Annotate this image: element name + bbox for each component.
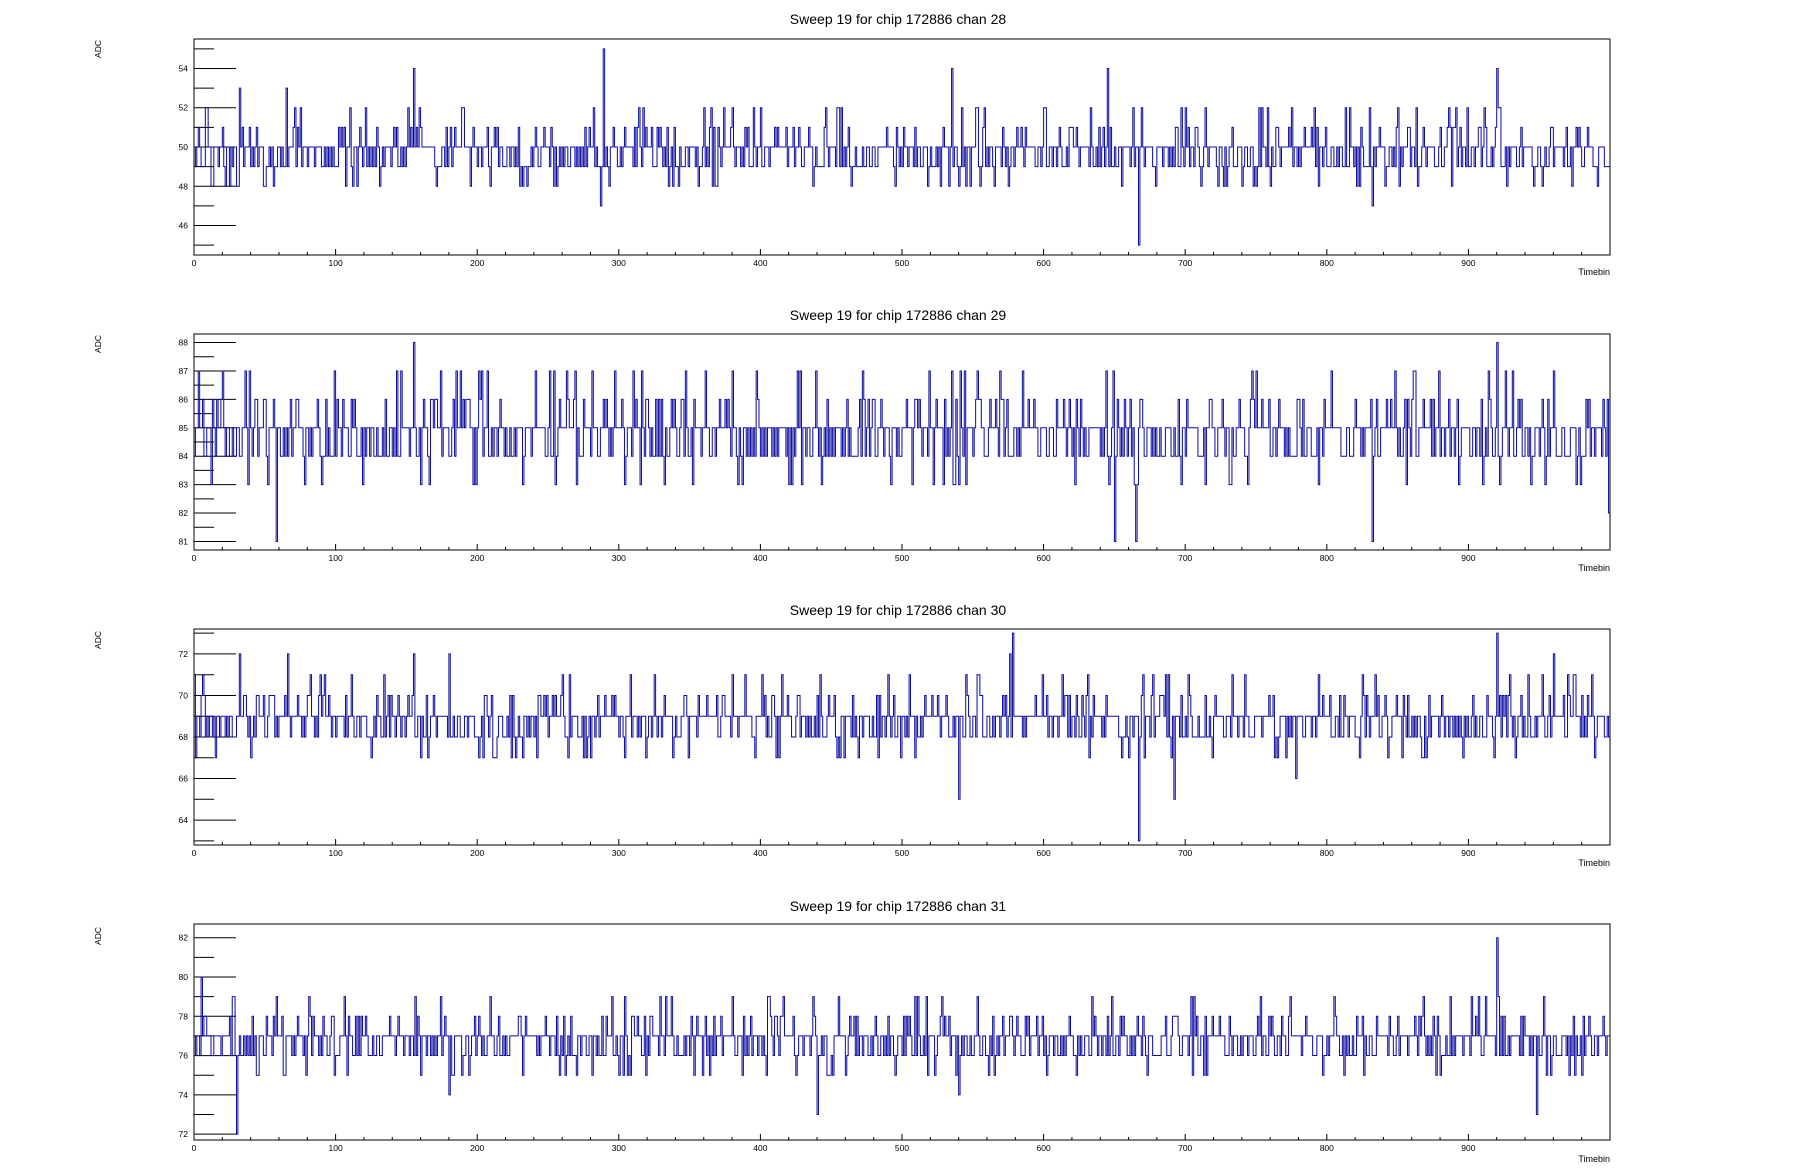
- x-tick-label: 600: [1037, 258, 1051, 268]
- y-tick-label: 54: [179, 63, 189, 73]
- x-tick-label: 0: [192, 258, 197, 268]
- y-tick-label: 64: [179, 815, 189, 825]
- y-axis-label: ADC: [93, 40, 103, 58]
- y-tick-label: 82: [179, 933, 189, 943]
- x-tick-label: 700: [1178, 553, 1192, 563]
- x-tick-label: 900: [1461, 848, 1475, 858]
- x-tick-label: 900: [1461, 1143, 1475, 1153]
- y-tick-label: 48: [179, 181, 189, 191]
- x-tick-label: 500: [895, 258, 909, 268]
- x-tick-label: 100: [329, 258, 343, 268]
- x-tick-label: 100: [329, 848, 343, 858]
- y-tick-label: 84: [179, 451, 189, 461]
- x-tick-label: 400: [753, 1143, 767, 1153]
- y-tick-label: 50: [179, 142, 189, 152]
- y-tick-label: 70: [179, 690, 189, 700]
- x-tick-label: 300: [612, 258, 626, 268]
- y-axis-label: ADC: [93, 631, 103, 649]
- chart-panel-chan-28: Sweep 19 for chip 172886 chan 28 ADC Tim…: [93, 11, 1611, 277]
- x-tick-label: 0: [192, 848, 197, 858]
- x-tick-label: 300: [612, 1143, 626, 1153]
- x-axis-label: Timebin: [1578, 267, 1610, 277]
- series-line: [194, 632, 1610, 842]
- x-tick-label: 700: [1178, 1143, 1192, 1153]
- series-line: [194, 937, 1610, 1135]
- chart-title: Sweep 19 for chip 172886 chan 30: [790, 602, 1007, 618]
- y-tick-label: 46: [179, 221, 189, 231]
- y-tick-label: 74: [179, 1090, 189, 1100]
- chart-title: Sweep 19 for chip 172886 chan 29: [790, 307, 1007, 323]
- x-tick-label: 0: [192, 553, 197, 563]
- y-tick-label: 72: [179, 1129, 189, 1139]
- x-tick-label: 200: [470, 553, 484, 563]
- y-tick-label: 76: [179, 1051, 189, 1061]
- x-tick-label: 300: [612, 553, 626, 563]
- x-tick-label: 400: [753, 258, 767, 268]
- x-tick-label: 900: [1461, 258, 1475, 268]
- y-tick-label: 68: [179, 732, 189, 742]
- x-tick-label: 0: [192, 1143, 197, 1153]
- y-axis-label: ADC: [93, 927, 103, 945]
- y-tick-label: 72: [179, 649, 189, 659]
- y-tick-label: 66: [179, 774, 189, 784]
- x-axis-label: Timebin: [1578, 858, 1610, 868]
- x-tick-label: 300: [612, 848, 626, 858]
- x-tick-label: 500: [895, 1143, 909, 1153]
- x-tick-label: 200: [470, 258, 484, 268]
- y-tick-label: 83: [179, 480, 189, 490]
- x-tick-label: 500: [895, 848, 909, 858]
- chart-title: Sweep 19 for chip 172886 chan 31: [790, 898, 1007, 914]
- x-axis-label: Timebin: [1578, 1154, 1610, 1164]
- chart-title: Sweep 19 for chip 172886 chan 28: [790, 11, 1007, 27]
- x-tick-label: 600: [1037, 1143, 1051, 1153]
- chart-panel-chan-30: Sweep 19 for chip 172886 chan 30 ADC Tim…: [93, 602, 1611, 868]
- x-tick-label: 400: [753, 553, 767, 563]
- x-tick-label: 700: [1178, 258, 1192, 268]
- chart-panel-chan-31: Sweep 19 for chip 172886 chan 31 ADC Tim…: [93, 898, 1611, 1164]
- chart-panel-chan-29: Sweep 19 for chip 172886 chan 29 ADC Tim…: [93, 307, 1611, 573]
- x-tick-label: 900: [1461, 553, 1475, 563]
- x-tick-label: 100: [329, 1143, 343, 1153]
- y-tick-label: 85: [179, 423, 189, 433]
- x-tick-label: 800: [1320, 848, 1334, 858]
- y-tick-label: 81: [179, 536, 189, 546]
- y-tick-label: 88: [179, 338, 189, 348]
- x-tick-label: 200: [470, 848, 484, 858]
- y-tick-label: 52: [179, 103, 189, 113]
- x-tick-label: 700: [1178, 848, 1192, 858]
- x-tick-label: 800: [1320, 258, 1334, 268]
- x-tick-label: 100: [329, 553, 343, 563]
- series-line: [194, 342, 1610, 542]
- y-tick-label: 82: [179, 508, 189, 518]
- y-tick-label: 86: [179, 394, 189, 404]
- x-tick-label: 600: [1037, 848, 1051, 858]
- x-tick-label: 400: [753, 848, 767, 858]
- series-line: [194, 48, 1610, 246]
- x-tick-label: 500: [895, 553, 909, 563]
- x-tick-label: 200: [470, 1143, 484, 1153]
- y-tick-label: 80: [179, 972, 189, 982]
- y-tick-label: 78: [179, 1011, 189, 1021]
- x-tick-label: 600: [1037, 553, 1051, 563]
- y-axis-label: ADC: [93, 335, 103, 353]
- x-tick-label: 800: [1320, 553, 1334, 563]
- y-tick-label: 87: [179, 366, 189, 376]
- x-tick-label: 800: [1320, 1143, 1334, 1153]
- x-axis-label: Timebin: [1578, 563, 1610, 573]
